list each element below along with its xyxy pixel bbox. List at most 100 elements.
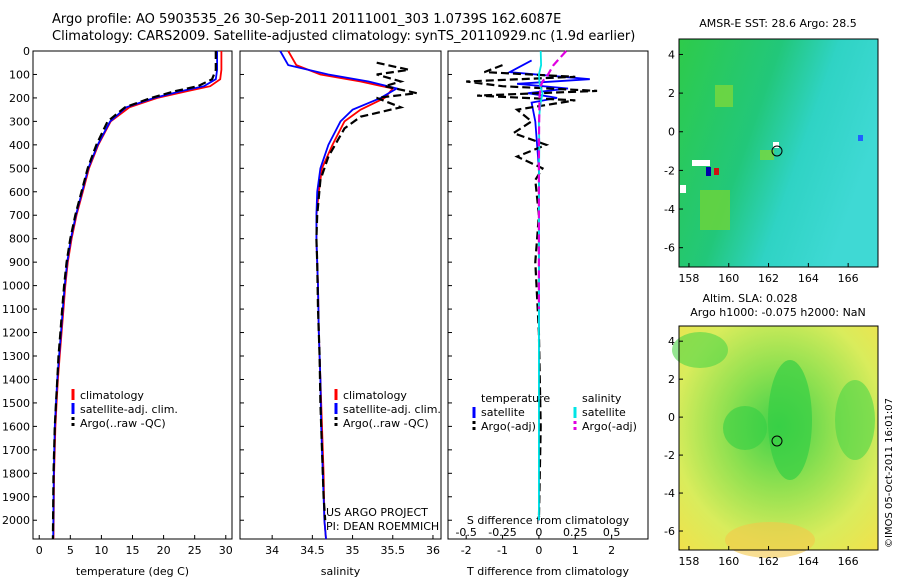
- temperature-x-axis-title: temperature (deg C): [76, 565, 189, 578]
- pi-label: PI: DEAN ROEMMICH: [326, 520, 439, 533]
- y-tick-label: 1700: [2, 444, 30, 457]
- s-diff-tick-label: 0: [535, 526, 542, 539]
- legend-label: Argo(..raw -QC): [80, 417, 166, 430]
- sla-map-frame: [678, 325, 879, 551]
- imos-stamp: ©IMOS 05-Oct-2011 16:01:07: [884, 397, 895, 548]
- sst-map-missing: [680, 185, 686, 193]
- x-tick-label: 25: [188, 544, 202, 557]
- legend-group-title: salinity: [582, 392, 622, 405]
- sla-map-blob: [768, 360, 812, 480]
- sla-map: [672, 325, 879, 558]
- sst-map: [678, 38, 879, 268]
- s-diff-tick-label: 0.25: [563, 526, 588, 539]
- salinity-x-axis-title: salinity: [321, 565, 361, 578]
- y-tick-label: 400: [9, 139, 30, 152]
- legend-label: climatology: [80, 389, 144, 402]
- map-x-tick-label: 158: [678, 555, 699, 568]
- sla-map-blob: [723, 406, 767, 450]
- s-diff-tick-label: -0.5: [455, 526, 476, 539]
- x-tick-label: -1: [497, 544, 508, 557]
- y-tick-label: 1100: [2, 303, 30, 316]
- x-tick-label: 34: [265, 544, 279, 557]
- map-y-tick-label: -2: [664, 449, 675, 462]
- y-tick-label: 100: [9, 68, 30, 81]
- map-y-tick-label: 0: [668, 126, 675, 139]
- y-tick-label: 300: [9, 115, 30, 128]
- y-tick-label: 900: [9, 256, 30, 269]
- map-x-tick-label: 160: [718, 555, 739, 568]
- legend-label: satellite: [481, 406, 525, 419]
- x-tick-label: -2: [461, 544, 472, 557]
- x-tick-label: 30: [219, 544, 233, 557]
- y-tick-label: 1500: [2, 397, 30, 410]
- map-y-tick-label: 2: [668, 87, 675, 100]
- header-line-1: Argo profile: AO 5903535_26 30-Sep-2011 …: [52, 12, 562, 27]
- x-tick-label: 34.5: [300, 544, 325, 557]
- y-tick-label: 1900: [2, 491, 30, 504]
- project-label: US ARGO PROJECT: [326, 506, 428, 519]
- x-tick-label: 35.5: [381, 544, 406, 557]
- sst-map-patch: [715, 85, 733, 107]
- x-tick-label: 2: [608, 544, 615, 557]
- sst-map-cell: [714, 168, 719, 175]
- difference-x-axis-title: T difference from climatology: [466, 565, 629, 578]
- map-x-tick-label: 166: [838, 272, 859, 285]
- series-line-argorawqc: [315, 61, 418, 521]
- legend-label: Argo(-adj): [481, 420, 536, 433]
- map-x-tick-label: 164: [798, 555, 819, 568]
- sst-map-cell: [858, 135, 863, 141]
- sla-map-blob: [725, 522, 815, 558]
- y-tick-label: 1800: [2, 467, 30, 480]
- s-diff-axis-title: S difference from climatology: [467, 514, 630, 527]
- sla-map-blob: [835, 380, 875, 460]
- x-tick-label: 1: [572, 544, 579, 557]
- x-tick-label: 5: [67, 544, 74, 557]
- map-x-tick-label: 166: [838, 555, 859, 568]
- map-y-tick-label: 4: [668, 48, 675, 61]
- x-tick-label: 20: [157, 544, 171, 557]
- sst-map-frame: [678, 38, 879, 268]
- legend-label: climatology: [343, 389, 407, 402]
- y-tick-label: 500: [9, 162, 30, 175]
- y-tick-label: 600: [9, 186, 30, 199]
- y-tick-label: 1600: [2, 420, 30, 433]
- legend-label: satellite-adj. clim.: [343, 403, 441, 416]
- argo-location-marker: [771, 435, 783, 447]
- y-tick-label: 200: [9, 92, 30, 105]
- y-tick-label: 1400: [2, 373, 30, 386]
- map-x-tick-label: 160: [718, 272, 739, 285]
- y-tick-label: 0: [23, 45, 30, 58]
- difference-panel: [447, 50, 649, 540]
- s-diff-tick-label: -0.25: [488, 526, 516, 539]
- map-y-tick-label: -6: [664, 242, 675, 255]
- s-diff-tick-label: 0.5: [603, 526, 621, 539]
- legend-label: Argo(-adj): [582, 420, 637, 433]
- sst-map-missing: [773, 142, 779, 148]
- argo-location-marker: [771, 145, 783, 157]
- y-tick-label: 2000: [2, 514, 30, 527]
- x-tick-label: 0: [36, 544, 43, 557]
- header-line-2: Climatology: CARS2009. Satellite-adjuste…: [52, 29, 636, 44]
- legend-label: satellite-adj. clim.: [80, 403, 178, 416]
- sst-map-field: [679, 39, 878, 267]
- sla-map-blob: [672, 332, 728, 368]
- map-y-tick-label: -4: [664, 203, 675, 216]
- series-line-argorawqc: [51, 51, 217, 540]
- sst-map-patch: [700, 190, 730, 230]
- map-x-tick-label: 158: [678, 272, 699, 285]
- y-tick-label: 1300: [2, 350, 30, 363]
- series-line-argoadj: [537, 50, 568, 310]
- sst-map-missing: [692, 160, 710, 166]
- legend-label: satellite: [582, 406, 626, 419]
- y-tick-label: 700: [9, 209, 30, 222]
- sst-map-cell: [706, 167, 711, 176]
- salinity-panel: [239, 50, 442, 540]
- map-x-tick-label: 164: [798, 272, 819, 285]
- sst-map-patch: [760, 150, 774, 160]
- map2-title-line2: Argo h1000: -0.075 h2000: NaN: [690, 306, 866, 319]
- map-y-tick-label: -4: [664, 487, 675, 500]
- temperature-panel: [32, 50, 233, 540]
- map-y-tick-label: 0: [668, 411, 675, 424]
- map-y-tick-label: 2: [668, 373, 675, 386]
